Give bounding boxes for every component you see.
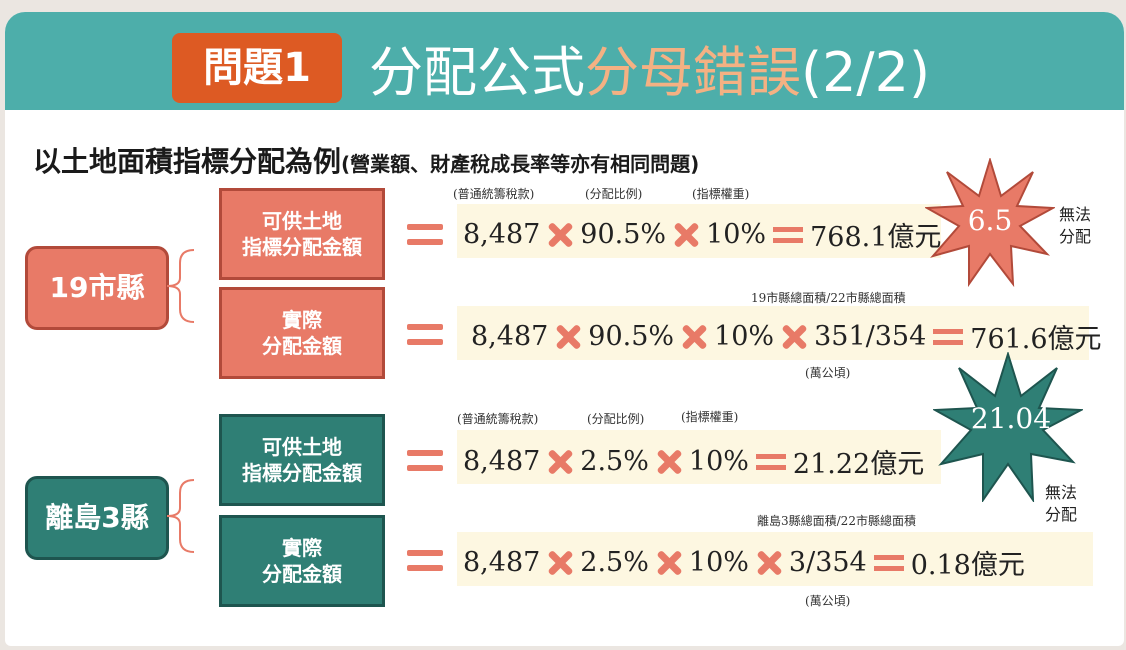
multiply-icon — [547, 222, 573, 248]
cannot-distribute-note: 無法 分配 — [1059, 205, 1092, 246]
title-suffix: (2/2) — [801, 41, 931, 104]
title-main: 分配公式 — [369, 41, 585, 104]
multiply-icon — [673, 222, 699, 248]
formula-row: 8,487 2.5% 10% 21.22億元 — [463, 446, 925, 480]
area-note: 19市縣總面積/22市縣總面積 — [751, 291, 906, 305]
starburst-icon — [933, 352, 1083, 502]
unit-note: (萬公頃) — [805, 366, 851, 380]
area-note: 離島3縣總面積/22市縣總面積 — [757, 514, 916, 528]
subtitle-note: (營業額、財產稅成長率等亦有相同問題) — [341, 152, 700, 176]
formula-row: 8,487 2.5% 10% 3/354 0.18億元 — [463, 547, 1025, 581]
equals-icon — [755, 452, 786, 472]
multiply-icon — [547, 449, 573, 475]
equals-icon — [773, 225, 804, 245]
equals-icon — [407, 222, 443, 248]
label-box-land: 可供土地 指標分配金額 — [219, 414, 385, 506]
multiply-icon — [555, 324, 581, 350]
formula-row: 8,487 90.5% 10% 768.1億元 — [463, 219, 942, 253]
label-box-actual: 實際 分配金額 — [219, 515, 385, 607]
formula-row: 8,487 90.5% 10% 351/354 761.6億元 — [471, 321, 1102, 355]
note-ratio: (分配比例) — [587, 412, 645, 426]
note-tax: (普通統籌稅款) — [457, 412, 539, 426]
equals-icon — [407, 548, 443, 574]
note-ratio: (分配比例) — [585, 187, 643, 201]
equals-icon — [933, 327, 964, 347]
note-weight: (指標權重) — [681, 410, 739, 424]
equals-icon — [873, 553, 904, 573]
page-title: 分配公式分母錯誤(2/2) — [369, 38, 930, 108]
subtitle: 以土地面積指標分配為例(營業額、財產稅成長率等亦有相同問題) — [33, 140, 699, 180]
multiply-icon — [547, 550, 573, 576]
subtitle-main: 以土地面積指標分配為例 — [33, 145, 342, 178]
burst-value: 6.5 — [967, 204, 1013, 237]
multiply-icon — [656, 550, 682, 576]
problem-badge: 問題1 — [172, 33, 342, 103]
header-bar: 問題1 分配公式分母錯誤(2/2) — [5, 12, 1124, 110]
note-weight: (指標權重) — [692, 187, 750, 201]
brace-icon — [166, 249, 195, 323]
formula-band — [457, 430, 941, 484]
unit-note: (萬公頃) — [805, 594, 851, 608]
group-label-19: 19市縣 — [25, 246, 169, 330]
group-label-islands: 離島3縣 — [25, 476, 169, 560]
equals-icon — [407, 322, 443, 348]
multiply-icon — [781, 324, 807, 350]
label-box-land: 可供土地 指標分配金額 — [219, 188, 385, 280]
label-box-actual: 實際 分配金額 — [219, 287, 385, 379]
equals-icon — [407, 448, 443, 474]
title-highlight: 分母錯誤 — [585, 41, 801, 104]
multiply-icon — [681, 324, 707, 350]
burst-value: 21.04 — [970, 402, 1052, 435]
starburst-icon — [925, 158, 1055, 288]
slide: 問題1 分配公式分母錯誤(2/2) 以土地面積指標分配為例(營業額、財產稅成長率… — [5, 12, 1124, 646]
multiply-icon — [656, 449, 682, 475]
cannot-distribute-note: 無法 分配 — [1045, 483, 1078, 524]
brace-icon — [166, 479, 195, 553]
note-tax: (普通統籌稅款) — [453, 187, 535, 201]
multiply-icon — [756, 550, 782, 576]
